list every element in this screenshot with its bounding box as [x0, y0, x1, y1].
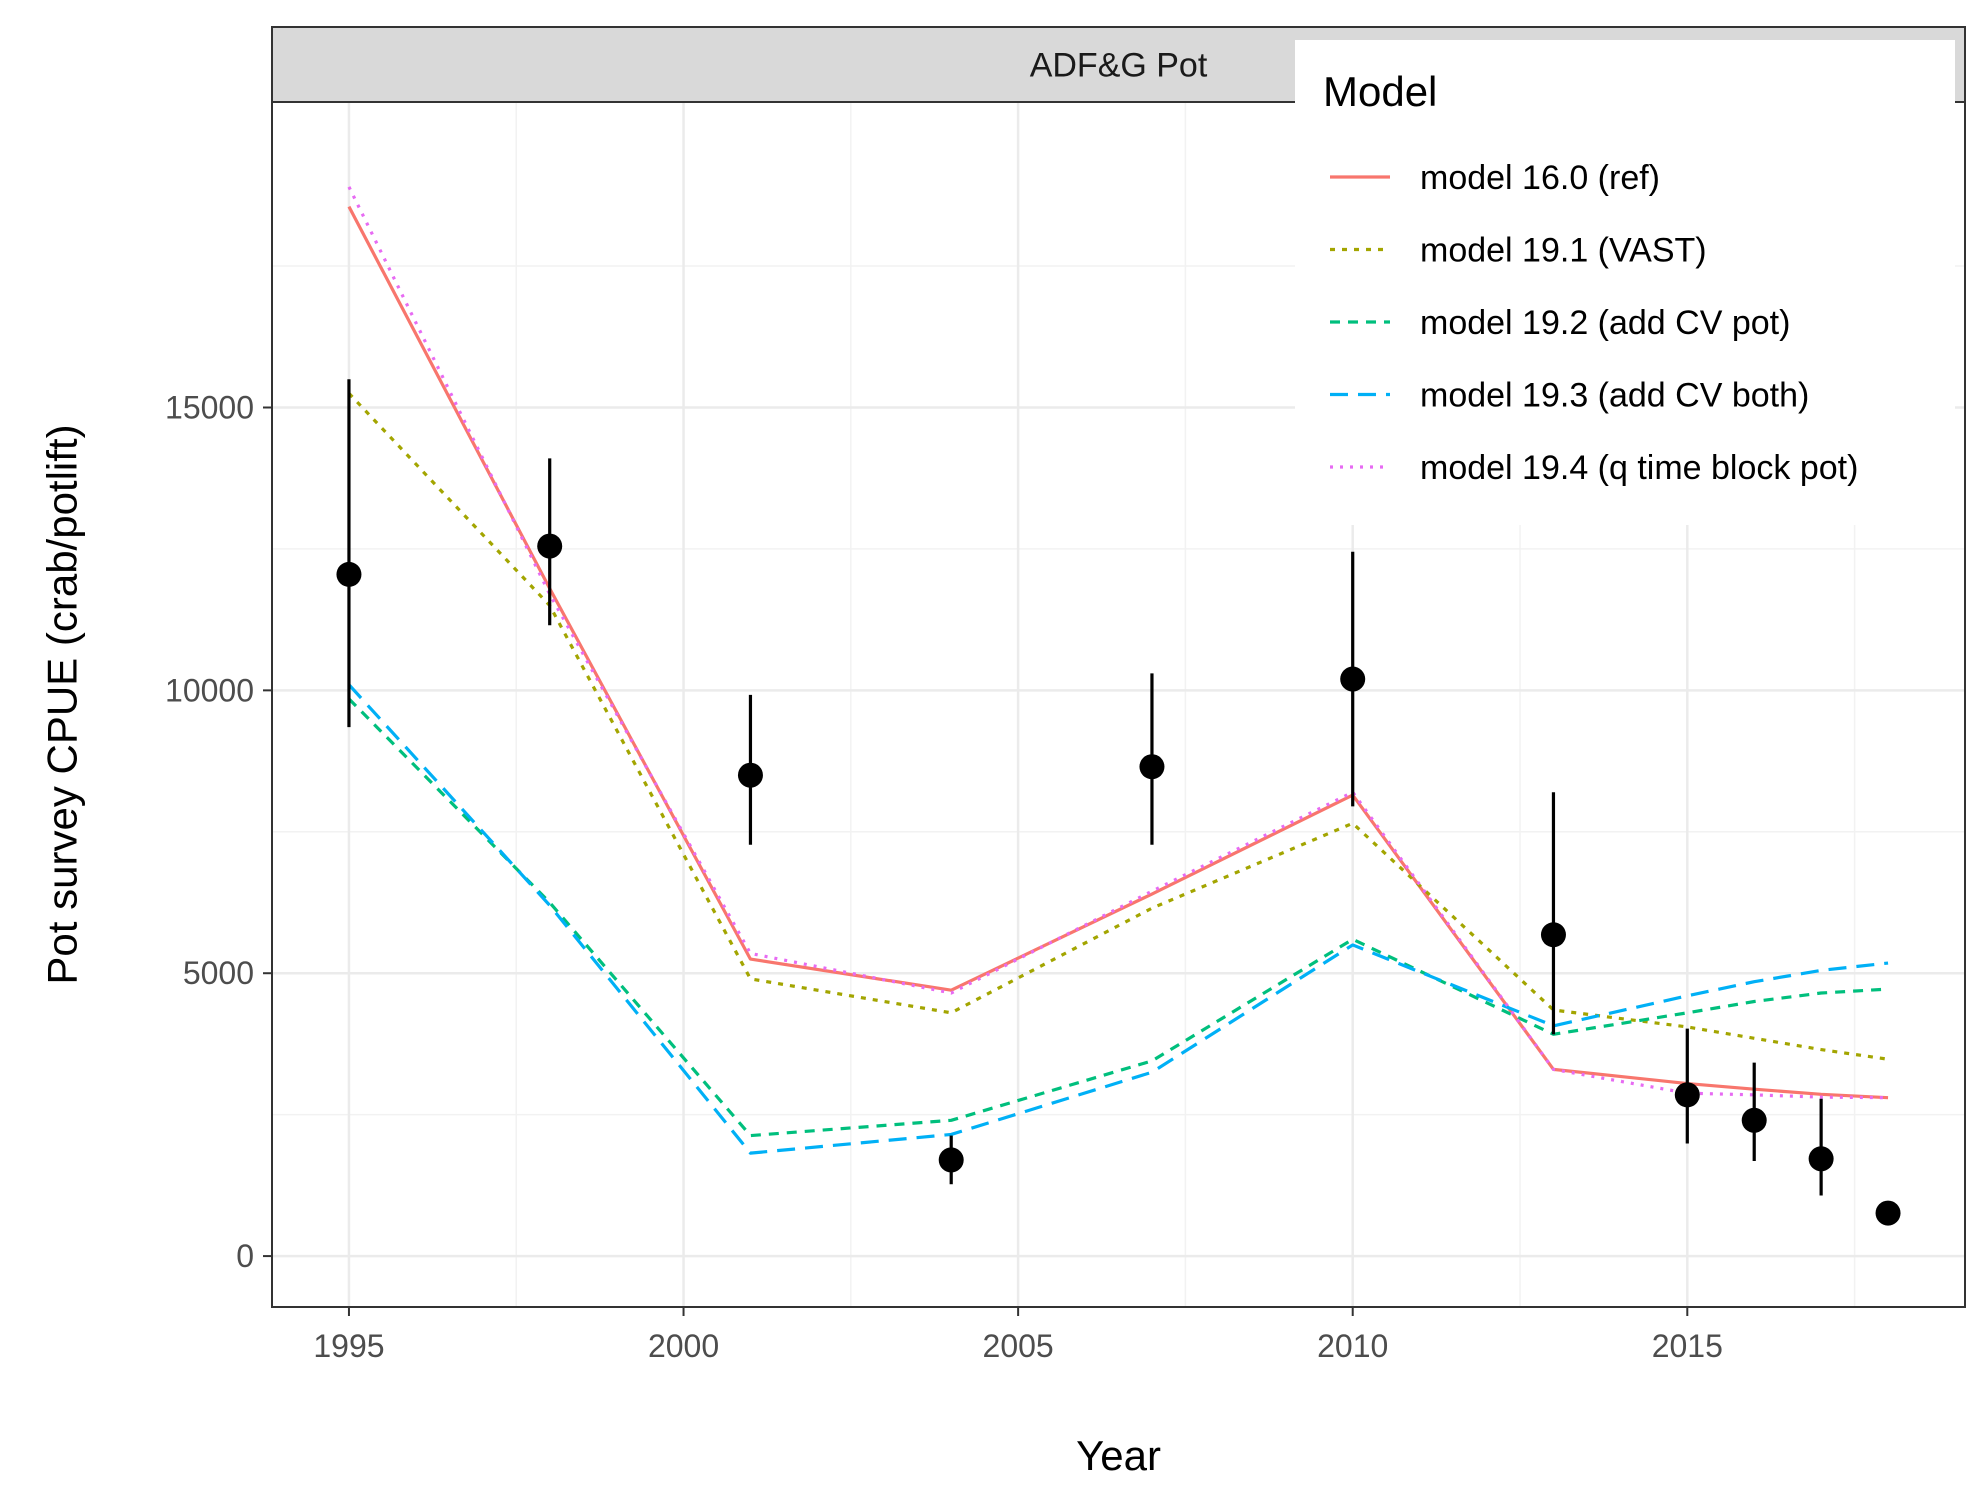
observed-point [737, 762, 763, 788]
legend-title: Model [1323, 68, 1437, 115]
y-tick-label: 0 [236, 1238, 254, 1274]
series-line-3 [347, 697, 1889, 1138]
y-axis-ticks: 0 5000 10000 15000 [165, 389, 272, 1274]
observed-point [1808, 1146, 1834, 1172]
observed-point [938, 1147, 964, 1173]
observed-point [1741, 1107, 1767, 1133]
legend-label-5: model 19.4 (q time block pot) [1420, 449, 1858, 487]
y-axis-title: Pot survey CPUE (crab/potlift) [39, 424, 86, 984]
x-tick-label: 2000 [648, 1328, 719, 1364]
observed-point [1139, 754, 1165, 780]
observed-point [1875, 1200, 1901, 1226]
y-tick-label: 15000 [165, 389, 254, 425]
series-line-2 [347, 392, 1889, 1061]
x-axis-ticks: 1995 2000 2005 2010 2015 [313, 1307, 1723, 1364]
y-tick-label: 10000 [165, 672, 254, 708]
series-line-4 [347, 683, 1889, 1155]
x-tick-label: 2005 [983, 1328, 1054, 1364]
x-tick-label: 1995 [313, 1328, 384, 1364]
legend-label-4: model 19.3 (add CV both) [1420, 377, 1809, 415]
legend-label-3: model 19.2 (add CV pot) [1420, 304, 1790, 342]
legend: Model model 16.0 (ref) model 19.1 (VAST) m… [1295, 40, 1955, 525]
x-tick-label: 2010 [1317, 1328, 1388, 1364]
observed-point [1340, 666, 1366, 692]
legend-label-1: model 16.0 (ref) [1420, 159, 1660, 197]
y-tick-label: 5000 [183, 955, 254, 991]
x-tick-label: 2015 [1652, 1328, 1723, 1364]
legend-label-2: model 19.1 (VAST) [1420, 232, 1707, 270]
x-axis-title: Year [1076, 1432, 1161, 1479]
observed-point [336, 561, 362, 587]
facet-strip-title: ADF&G Pot [1030, 47, 1208, 85]
observed-point [1674, 1082, 1700, 1108]
legend-background [1295, 40, 1955, 525]
observed-point [1540, 922, 1566, 948]
observed-points [336, 533, 1901, 1226]
observed-point [537, 533, 563, 559]
